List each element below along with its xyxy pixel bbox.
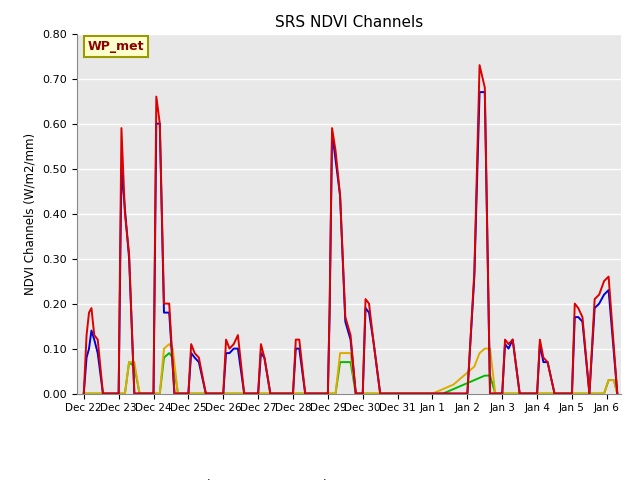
Title: SRS NDVI Channels: SRS NDVI Channels	[275, 15, 423, 30]
Y-axis label: NDVI Channels (W/m2/mm): NDVI Channels (W/m2/mm)	[24, 132, 36, 295]
Legend: NDVI_650in, NDVI_810in, NDVI_650out, NDVI_810out: NDVI_650in, NDVI_810in, NDVI_650out, NDV…	[111, 473, 587, 480]
Text: WP_met: WP_met	[88, 40, 144, 53]
